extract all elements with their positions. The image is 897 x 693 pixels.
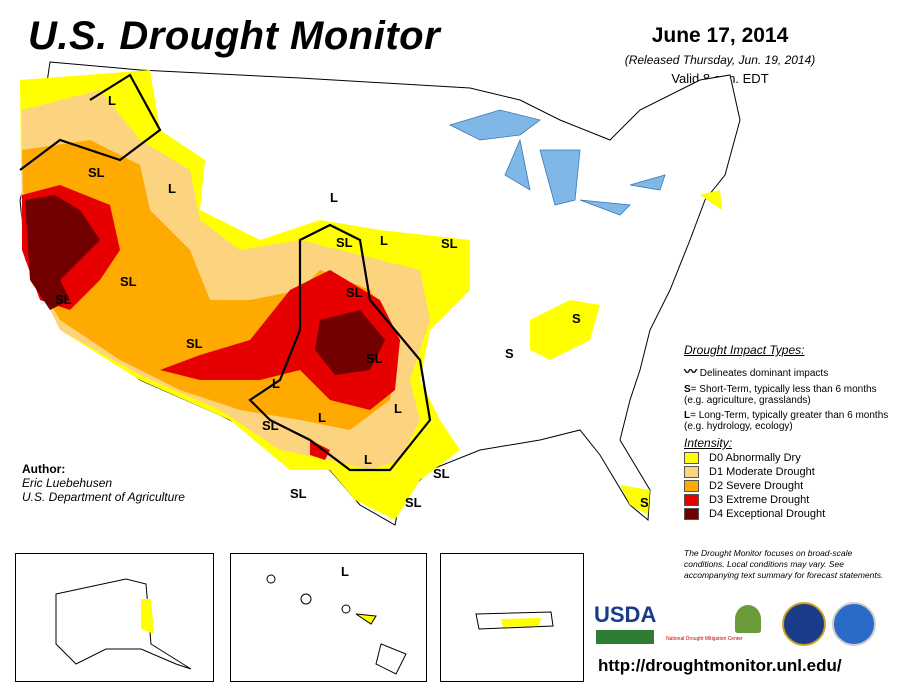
intensity-label: D3 Extreme Drought	[709, 494, 810, 507]
swatch	[684, 480, 699, 493]
impact-label: SL	[88, 165, 105, 180]
delineates-row: 〰 Delineates dominant impacts	[684, 361, 894, 380]
intensity-label: D2 Severe Drought	[709, 480, 804, 493]
short-term-row: S= Short-Term, typically less than 6 mon…	[684, 384, 894, 406]
s-text: = Short-Term, typically less than 6 mont…	[684, 384, 877, 406]
legend: Drought Impact Types: 〰 Delineates domin…	[684, 343, 894, 522]
l-key: L	[684, 410, 691, 421]
author-org: U.S. Department of Agriculture	[22, 490, 185, 504]
noaa-logo-icon	[832, 602, 876, 646]
usda-logo: USDA	[594, 602, 657, 627]
puerto-rico-map	[475, 611, 554, 630]
d3-area	[22, 185, 400, 460]
map-date: June 17, 2014	[651, 24, 789, 47]
intensity-label: D4 Exceptional Drought	[709, 508, 826, 521]
doc-seal-icon	[782, 602, 826, 646]
author-block: Author: Eric Luebehusen U.S. Department …	[22, 462, 185, 504]
usda-logo-bar	[596, 630, 654, 644]
intensity-title: Intensity:	[684, 436, 733, 450]
l-text: = Long-Term, typically greater than 6 mo…	[684, 410, 889, 432]
impact-label: SL	[366, 351, 383, 366]
impact-label: SL	[186, 336, 203, 351]
impact-label: L	[394, 401, 402, 416]
ndmc-logo: National Drought Mitigation Center	[666, 636, 743, 642]
swatch	[684, 466, 699, 479]
impact-label: S	[505, 346, 514, 361]
intensity-d2: D2 Severe Drought	[684, 480, 894, 493]
website-url[interactable]: http://droughtmonitor.unl.edu/	[598, 656, 842, 675]
intensity-label: D0 Abnormally Dry	[709, 452, 801, 464]
intensity-d3: D3 Extreme Drought	[684, 494, 894, 507]
impact-label: L	[108, 93, 116, 108]
impact-label: SL	[290, 486, 307, 501]
alaska-inset	[15, 553, 214, 682]
impact-label: L	[330, 190, 338, 205]
impact-label: L	[272, 376, 280, 391]
impact-label: L	[341, 564, 349, 579]
squiggle-line-icon: 〰	[684, 364, 698, 379]
delineates-text: Delineates dominant impacts	[699, 368, 829, 379]
intensity-d1: D1 Moderate Drought	[684, 466, 894, 479]
disclaimer-note: The Drought Monitor focuses on broad-sca…	[684, 548, 884, 580]
puerto-rico-inset	[440, 553, 584, 682]
impact-label: S	[572, 311, 581, 326]
impact-label: SL	[336, 235, 353, 250]
hawaii-map	[266, 574, 407, 675]
s-key: S	[684, 384, 691, 395]
map-title: U.S. Drought Monitor	[28, 14, 441, 58]
author-heading: Author:	[22, 462, 66, 476]
swatch	[684, 494, 699, 507]
ndmc-tree-icon	[735, 605, 761, 633]
impact-label: SL	[346, 285, 363, 300]
impact-label: L	[380, 233, 388, 248]
intensity-d0: D0 Abnormally Dry	[684, 452, 894, 465]
impact-label: SL	[120, 274, 137, 289]
impact-label: SL	[441, 236, 458, 251]
impact-label: SL	[262, 418, 279, 433]
impact-label: SL	[405, 495, 422, 510]
impact-boundary	[19, 73, 432, 472]
swatch	[684, 508, 699, 521]
author-name: Eric Luebehusen	[22, 476, 113, 490]
impact-label: SL	[55, 292, 72, 307]
impact-label: L	[364, 452, 372, 467]
great-lakes	[448, 109, 666, 216]
impact-label: L	[168, 181, 176, 196]
impact-types-title: Drought Impact Types:	[684, 343, 805, 357]
impact-label: S	[640, 495, 649, 510]
hawaii-inset: L	[230, 553, 427, 682]
impact-label: L	[318, 410, 326, 425]
long-term-row: L= Long-Term, typically greater than 6 m…	[684, 410, 894, 432]
swatch	[684, 452, 699, 465]
intensity-d4: D4 Exceptional Drought	[684, 508, 894, 521]
alaska-map	[55, 578, 192, 670]
d4-area	[25, 195, 385, 375]
intensity-label: D1 Moderate Drought	[709, 466, 815, 479]
impact-label: SL	[433, 466, 450, 481]
release-date: (Released Thursday, Jun. 19, 2014)	[624, 53, 816, 67]
